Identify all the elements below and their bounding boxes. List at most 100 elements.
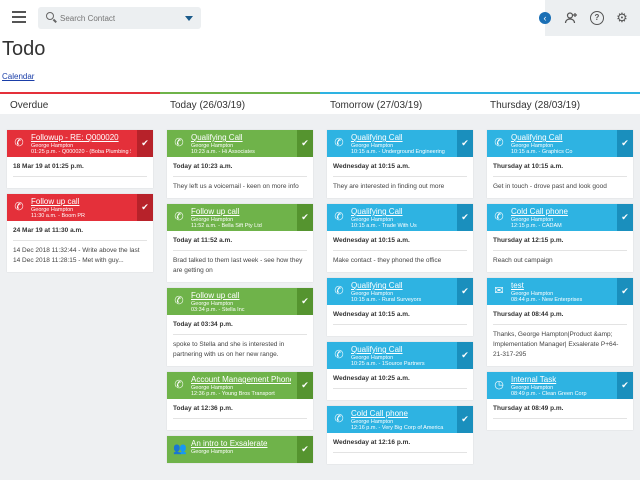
task-card[interactable]: 👥 An intro to Exsalerate George Hampton ✔: [167, 436, 313, 463]
column-title: Today (26/03/19): [160, 92, 320, 114]
task-card-body: Thursday at 12:15 p.m. Reach out campaign: [487, 231, 633, 272]
task-card-body: Today at 11:52 a.m. Brad talked to them l…: [167, 231, 313, 282]
check-icon[interactable]: ✔: [617, 204, 633, 231]
task-note: Get in touch - drove past and look good: [493, 183, 607, 190]
task-card-body: Thursday at 08:49 p.m.: [487, 399, 633, 430]
task-title-link[interactable]: Qualifying Call: [351, 345, 403, 354]
task-due-date: Thursday at 08:44 p.m.: [493, 310, 627, 325]
check-icon[interactable]: ✔: [297, 288, 313, 315]
task-card[interactable]: ✆ Followup - RE: Q000020 George Hampton 01:…: [7, 130, 153, 188]
gear-icon[interactable]: ⚙: [616, 10, 628, 25]
check-icon[interactable]: ✔: [457, 130, 473, 157]
task-card[interactable]: ✆ Cold Call phone George Hampton 12:15 p.m.…: [487, 204, 633, 272]
check-icon[interactable]: ✔: [137, 130, 153, 157]
check-icon[interactable]: ✔: [617, 278, 633, 305]
chevron-down-icon[interactable]: [185, 16, 193, 21]
phone-icon: ✆: [174, 379, 184, 391]
chevron-left-icon[interactable]: ‹: [539, 12, 551, 24]
task-title-link[interactable]: Cold Call phone: [511, 207, 568, 216]
column-title: Thursday (28/03/19): [480, 92, 640, 114]
task-title-link[interactable]: Cold Call phone: [351, 409, 408, 418]
task-card-body: Thursday at 10:15 a.m. Get in touch - dro…: [487, 157, 633, 198]
task-owner: George Hampton: [191, 217, 234, 223]
check-icon[interactable]: ✔: [297, 204, 313, 231]
check-icon[interactable]: ✔: [457, 342, 473, 369]
task-due-date: Wednesday at 10:15 a.m.: [333, 162, 467, 177]
task-time-company: 12:16 p.m. - Very Big Corp of America: [351, 425, 444, 431]
task-time-company: 10:25 a.m. - 1Source Partners: [351, 361, 425, 367]
task-title-link[interactable]: Internal Task: [511, 375, 557, 384]
task-card[interactable]: ✆ Qualifying Call George Hampton 10:15 a.m.…: [327, 204, 473, 272]
task-time-company: 10:15 a.m. - Trade With Us: [351, 223, 417, 229]
task-card[interactable]: ✉ test George Hampton 08:44 p.m. - New Ente…: [487, 278, 633, 366]
task-title-link[interactable]: test: [511, 281, 524, 290]
task-title-link[interactable]: Qualifying Call: [351, 281, 403, 290]
check-icon[interactable]: ✔: [457, 278, 473, 305]
phone-icon: ✆: [334, 349, 344, 361]
task-due-date: Today at 11:52 a.m.: [173, 236, 307, 251]
clock-icon: ◷: [494, 379, 504, 391]
task-card[interactable]: ◷ Internal Task George Hampton 08:49 p.m. -…: [487, 372, 633, 430]
task-title-link[interactable]: Follow up call: [191, 207, 240, 216]
task-owner: George Hampton: [191, 301, 234, 307]
task-card[interactable]: ✆ Account Management Phone CaGeorge Hampt…: [167, 372, 313, 430]
check-icon[interactable]: ✔: [297, 130, 313, 157]
task-card[interactable]: ✆ Follow up call George Hampton 03:34 p.m. …: [167, 288, 313, 366]
task-card-body: Wednesday at 10:25 a.m.: [327, 369, 473, 400]
task-title-link[interactable]: An intro to Exsalerate: [191, 439, 268, 448]
task-title-link[interactable]: Qualifying Call: [351, 207, 403, 216]
check-icon[interactable]: ✔: [457, 406, 473, 433]
add-user-icon[interactable]: [564, 11, 578, 25]
help-icon[interactable]: ?: [590, 11, 604, 25]
check-icon[interactable]: ✔: [297, 372, 313, 399]
check-icon[interactable]: ✔: [297, 436, 313, 463]
search-input[interactable]: [60, 10, 180, 26]
task-title-link[interactable]: Follow up call: [31, 197, 80, 206]
task-note: Thanks, George Hampton|Product &amp; Imp…: [493, 331, 619, 358]
task-card[interactable]: ✆ Qualifying Call George Hampton 10:15 a.m.…: [327, 278, 473, 336]
check-icon[interactable]: ✔: [617, 130, 633, 157]
column-title: Tomorrow (27/03/19): [320, 92, 480, 114]
check-icon[interactable]: ✔: [137, 194, 153, 221]
task-owner: George Hampton: [31, 143, 74, 149]
task-card-body: Wednesday at 10:15 a.m. Make contact - th…: [327, 231, 473, 272]
task-owner: George Hampton: [191, 143, 234, 149]
task-card[interactable]: ✆ Follow up call George Hampton 11:52 a.m. …: [167, 204, 313, 282]
search-contact-box[interactable]: [38, 7, 201, 29]
task-title-link[interactable]: Followup - RE: Q000020: [31, 133, 119, 142]
task-note: spoke to Stella and she is interested in…: [173, 341, 285, 358]
phone-icon: ✆: [334, 285, 344, 297]
task-owner: George Hampton: [511, 291, 554, 297]
task-card-body: Wednesday at 10:15 a.m. They are interest…: [327, 157, 473, 198]
task-title-link[interactable]: Qualifying Call: [351, 133, 403, 142]
task-time-company: 12:15 p.m. - CADAM: [511, 223, 562, 229]
task-card-header: ✆ Account Management Phone CaGeorge Hampt…: [167, 372, 313, 399]
task-due-date: Wednesday at 10:15 a.m.: [333, 310, 467, 325]
task-title-link[interactable]: Qualifying Call: [511, 133, 563, 142]
task-title-link[interactable]: Follow up call: [191, 291, 240, 300]
column-title: Overdue: [0, 92, 160, 114]
check-icon[interactable]: ✔: [457, 204, 473, 231]
task-card-header: ✆ Qualifying Call George Hampton 10:15 a.m.…: [327, 204, 473, 231]
calendar-link[interactable]: Calendar: [2, 72, 35, 81]
task-note: They are interested in finding out more: [333, 183, 445, 190]
task-card[interactable]: ✆ Qualifying Call George Hampton 10:25 a.m.…: [327, 342, 473, 400]
task-card-body: Today at 10:23 a.m. They left us a voicem…: [167, 157, 313, 198]
task-card[interactable]: ✆ Qualifying Call George Hampton 10:15 a.m.…: [487, 130, 633, 198]
task-title-link[interactable]: Account Management Phone Ca: [191, 375, 291, 384]
email-icon: ✉: [494, 285, 504, 297]
task-time-company: 11:30 a.m. - Boom PR: [31, 213, 86, 219]
task-card-header: 👥 An intro to Exsalerate George Hampton ✔: [167, 436, 313, 463]
task-title-link[interactable]: Qualifying Call: [191, 133, 243, 142]
task-card[interactable]: ✆ Qualifying Call George Hampton 10:15 a.m.…: [327, 130, 473, 198]
task-due-date: 24 Mar 19 at 11:30 a.m.: [13, 226, 147, 241]
task-card[interactable]: ✆ Qualifying Call George Hampton 10:23 a.m.…: [167, 130, 313, 198]
check-icon[interactable]: ✔: [617, 372, 633, 399]
task-card[interactable]: ✆ Cold Call phone George Hampton 12:16 p.m.…: [327, 406, 473, 464]
phone-icon: ✆: [494, 137, 504, 149]
hamburger-menu-icon[interactable]: [12, 11, 26, 23]
task-card[interactable]: ✆ Follow up call George Hampton 11:30 a.m. …: [7, 194, 153, 272]
task-owner: George Hampton: [31, 207, 74, 213]
task-due-date: Today at 10:23 a.m.: [173, 162, 307, 177]
task-time-company: 08:44 p.m. - New Enterprises: [511, 297, 583, 303]
